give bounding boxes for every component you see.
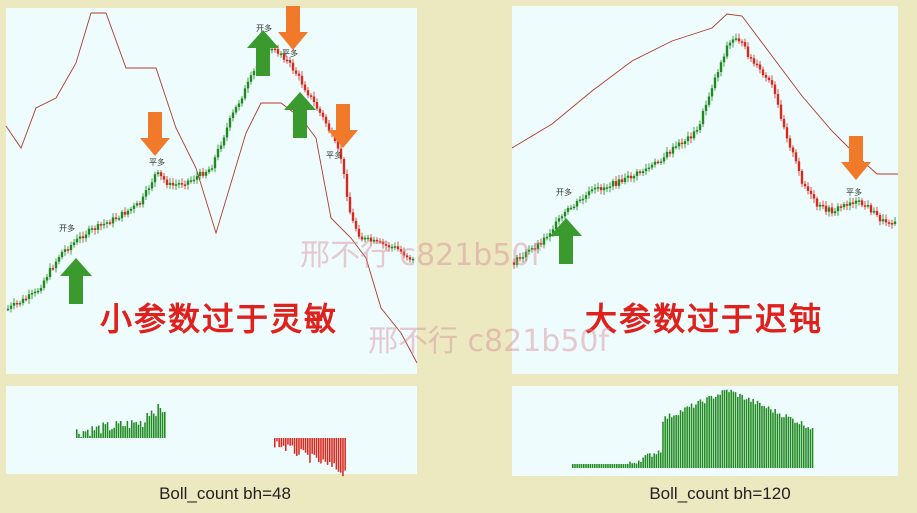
right-panel-title: 大参数过于迟钝 bbox=[585, 300, 824, 338]
up-arrow-icon bbox=[284, 92, 316, 138]
watermark: 邢不行 c821b50f bbox=[368, 324, 610, 359]
left-close-long-tag-2: 平多 bbox=[282, 49, 298, 58]
down-arrow-icon bbox=[328, 104, 358, 148]
right-indicator-chart bbox=[512, 386, 898, 476]
right-candles bbox=[512, 33, 897, 269]
left-indicator-svg bbox=[76, 404, 346, 477]
watermark: 邢不行 c821b50f bbox=[300, 238, 542, 273]
left-caption: Boll_count bh=48 bbox=[159, 484, 291, 503]
down-arrow-icon bbox=[278, 6, 308, 50]
right-open-long-tag: 开多 bbox=[556, 188, 572, 197]
left-indicator-bars-pos bbox=[76, 404, 166, 438]
left-indicator-chart bbox=[6, 386, 417, 477]
up-arrow-icon bbox=[247, 30, 279, 76]
down-arrow-icon bbox=[841, 136, 871, 180]
right-close-long-tag: 平多 bbox=[846, 188, 862, 197]
up-arrow-icon bbox=[550, 218, 582, 264]
down-arrow-icon bbox=[140, 112, 170, 156]
right-caption: Boll_count bh=120 bbox=[649, 484, 791, 503]
left-indicator-bars-neg bbox=[274, 438, 346, 477]
left-close-long-tag-1: 平多 bbox=[149, 158, 165, 167]
left-upper-lower-band bbox=[5, 12, 418, 364]
right-indicator-bars bbox=[572, 389, 814, 468]
right-price-chart bbox=[511, 6, 898, 374]
left-panel-title: 小参数过于灵敏 bbox=[100, 300, 339, 338]
left-price-chart bbox=[5, 8, 418, 374]
up-arrow-icon bbox=[60, 258, 92, 304]
right-indicator-svg bbox=[572, 389, 814, 468]
right-price-svg bbox=[511, 13, 898, 269]
left-open-long-tag-2: 开多 bbox=[256, 24, 272, 33]
left-close-long-tag-3: 平多 bbox=[326, 151, 342, 160]
left-open-long-tag-1: 开多 bbox=[59, 224, 75, 233]
